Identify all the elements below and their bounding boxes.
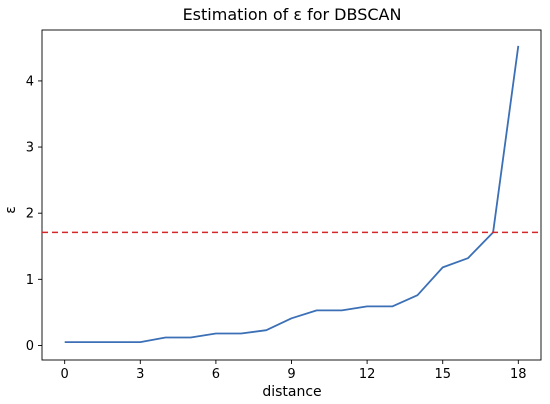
x-tick-label: 15 [434,367,451,382]
x-tick-label: 3 [136,367,144,382]
y-tick-label: 4 [26,74,34,89]
chart-title: Estimation of ε for DBSCAN [183,5,402,24]
x-tick-label: 6 [212,367,220,382]
x-tick-label: 9 [287,367,295,382]
x-tick-label: 0 [61,367,69,382]
y-axis-label: ε [3,206,19,214]
y-tick-label: 1 [26,273,34,288]
y-tick-label: 3 [26,141,34,156]
axes-frame [41,29,542,361]
x-tick-label: 18 [510,367,527,382]
y-tick-label: 2 [26,207,34,222]
x-axis-label: distance [262,384,321,400]
series-line [64,45,520,344]
y-tick-label: 0 [26,339,34,354]
x-tick-label: 12 [359,367,376,382]
